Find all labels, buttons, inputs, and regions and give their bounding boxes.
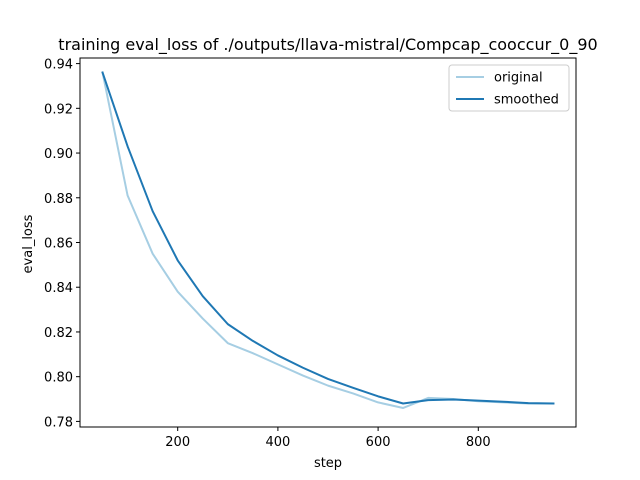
legend: original smoothed xyxy=(448,64,570,112)
x-tick-label: 200 xyxy=(165,435,190,450)
x-axis-label: step xyxy=(314,456,342,471)
plot-area: 200 400 600 800 0.78 0.80 0.82 0.84 0.86 0.88 0.90… xyxy=(44,57,577,450)
legend-label-original: original xyxy=(494,71,543,86)
y-tick-label: 0.82 xyxy=(44,326,73,341)
axes-frame xyxy=(79,57,577,428)
y-tick-label: 0.88 xyxy=(44,192,73,207)
series-line-smoothed xyxy=(101,71,555,405)
x-tick-label: 800 xyxy=(466,435,491,450)
x-tick-label: 400 xyxy=(265,435,290,450)
y-tick-label: 0.92 xyxy=(44,102,73,117)
chart-title: training eval_loss of ./outputs/llava-mi… xyxy=(58,35,597,55)
series-line-original xyxy=(101,71,555,409)
x-tick-label: 600 xyxy=(366,435,391,450)
y-axis-label: eval_loss xyxy=(21,214,36,273)
y-tick-label: 0.94 xyxy=(44,58,73,73)
y-tick-label: 0.80 xyxy=(44,371,73,386)
legend-label-smoothed: smoothed xyxy=(494,93,559,108)
y-tick-label: 0.84 xyxy=(44,281,73,296)
y-tick-label: 0.90 xyxy=(44,147,73,162)
y-tick-label: 0.78 xyxy=(44,415,73,430)
y-tick-label: 0.86 xyxy=(44,237,73,252)
